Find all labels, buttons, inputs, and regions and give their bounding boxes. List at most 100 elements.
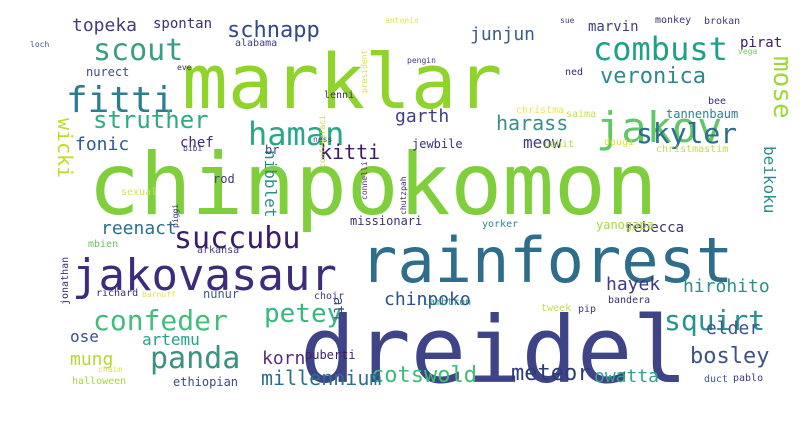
word-kitti: kitti [320, 140, 380, 164]
word-bandera: bandera [608, 295, 650, 306]
word-choir: choir [314, 291, 344, 302]
word-panda: panda [150, 341, 240, 376]
word-tannenbaum: tannenbaum [666, 107, 738, 121]
word-christmastim: christmastim [656, 144, 728, 155]
word-president: president [360, 49, 369, 93]
word-junjun: junjun [470, 24, 535, 45]
word-meteor: meteor [511, 361, 590, 386]
word-cotswold: cotswold [371, 363, 477, 388]
word-monkey: monkey [655, 15, 691, 26]
word-rod: rod [213, 172, 235, 186]
word-fonic: fonic [75, 134, 129, 155]
word-struther: struther [93, 106, 209, 134]
word-elder: elder [706, 318, 760, 339]
word-alabama: alabama [235, 38, 277, 49]
word-pirat: pirat [740, 35, 782, 51]
word-pablo: pablo [733, 373, 763, 384]
word-pip: pip [578, 304, 596, 315]
word-squirt: squirt [664, 304, 765, 337]
word-duct: duct [704, 374, 728, 385]
word-spontan: spontan [153, 16, 212, 32]
word-mose: mose [767, 56, 797, 119]
word-nunur: nunur [203, 287, 239, 301]
word-chutzpah: chutzpah [399, 176, 408, 215]
word-yorker: yorker [482, 219, 518, 230]
word-chaim: chaim [98, 365, 122, 374]
word-confeder: confeder [93, 304, 228, 337]
word-piggi: piggi [171, 204, 180, 228]
word-ness: ness [313, 135, 332, 144]
word-br: br [265, 143, 279, 157]
word-antonio: antonio [385, 16, 419, 25]
word-scout: scout [93, 33, 183, 68]
word-atf: atf [330, 297, 346, 322]
word-schnapp: schnapp [227, 18, 320, 43]
word-richard: richard [96, 288, 138, 299]
word-sexual: sexual [121, 187, 157, 198]
word-saima: saima [566, 109, 596, 120]
word-skyler: skyler [636, 117, 737, 150]
word-reenact: reenact [101, 218, 177, 239]
word-artemu: artemu [142, 330, 200, 349]
word-beikoku: beikoku [760, 146, 779, 213]
word-chinpoko: chinpoko [384, 289, 471, 310]
word-lambtron: lambtron [423, 297, 471, 308]
word-hirohito: hirohito [683, 276, 770, 297]
word-petey: petey [264, 299, 342, 329]
word-nahit: nahit [544, 139, 574, 150]
word-brokan: brokan [704, 16, 740, 27]
word-arkansa: arkansa [197, 245, 239, 256]
word-topeka: topeka [72, 15, 137, 36]
word-marklar: marklar [182, 37, 502, 126]
word-ethiopian: ethiopian [173, 375, 238, 389]
word-bosley: bosley [690, 344, 769, 369]
word-harass: harass [496, 111, 568, 135]
word-rainforest: rainforest [360, 224, 733, 297]
word-dougi: dougi [604, 137, 634, 148]
word-pengin: pengin [407, 56, 436, 65]
word-ose: ose [70, 327, 99, 346]
word-garth: garth [395, 106, 449, 127]
word-vega: vega [738, 47, 757, 56]
word-marvin: marvin [588, 19, 639, 35]
word-haman: haman [248, 115, 344, 153]
word-wicki: wicki [53, 118, 77, 178]
word-missionari: missionari [350, 214, 422, 228]
word-connelli: connelli [360, 161, 369, 200]
word-jewbile: jewbile [412, 137, 463, 151]
word-eve: eve [177, 63, 192, 72]
word-lenni: lenni [324, 90, 354, 101]
word-millennium: millennium [261, 366, 381, 390]
word-mung: mung [70, 349, 113, 370]
word-sue: sue [560, 16, 575, 25]
word-chinpokomon: chinpokomon [88, 135, 658, 235]
word-jonathan: jonathan [60, 257, 71, 305]
word-fitti: fitti [66, 80, 174, 121]
word-confederaci: confederaci [318, 115, 327, 168]
word-loch: loch [30, 40, 49, 49]
word-veronica: veronica [600, 64, 706, 89]
word-tweek: tweek [541, 303, 571, 314]
word-christma: christma [516, 105, 564, 116]
word-halloween: halloween [72, 376, 126, 387]
word-jakov: jakov [596, 103, 722, 152]
word-bee: bee [708, 96, 726, 107]
word-ned: ned [565, 67, 583, 78]
word-barnuff: barnuff [142, 290, 176, 299]
word-jakovasaur: jakovasaur [72, 250, 337, 301]
word-succubu: succubu [174, 221, 300, 256]
word-dreidel: dreidel [300, 297, 688, 404]
word-hayek: hayek [606, 274, 660, 295]
word-nibblet: nibblet [261, 150, 280, 217]
word-rebecca: rebecca [625, 220, 684, 236]
word-owatta: owatta [594, 366, 659, 387]
word-bibi: bibi [183, 144, 202, 153]
word-puberti: puberti [305, 348, 356, 362]
word-nurect: nurect [86, 65, 129, 79]
word-yanogapa: yanogapa [596, 218, 654, 232]
word-meow: meow [523, 133, 562, 152]
word-chef: chef [180, 135, 214, 151]
word-combust: combust [593, 30, 728, 68]
word-mbien: mbien [88, 239, 118, 250]
